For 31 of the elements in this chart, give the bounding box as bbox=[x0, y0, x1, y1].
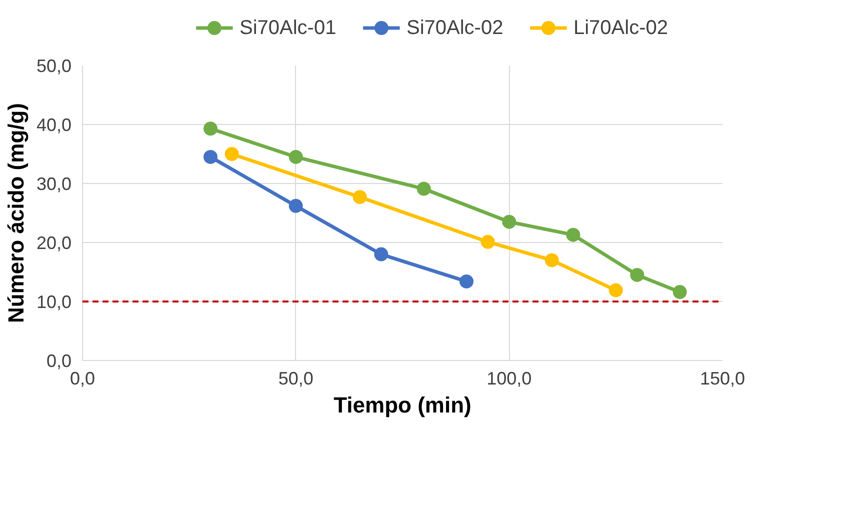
y-tick-label: 30,0 bbox=[36, 174, 72, 194]
point bbox=[544, 253, 559, 268]
point bbox=[352, 190, 367, 204]
x-tick-label: 150,0 bbox=[700, 368, 746, 388]
point bbox=[204, 150, 218, 164]
x-tick-label: 50,0 bbox=[278, 368, 314, 388]
point bbox=[416, 182, 431, 196]
point bbox=[630, 268, 644, 282]
y-tick-label: 10,0 bbox=[36, 292, 72, 312]
legend-label: Si70Alc-01 bbox=[239, 17, 336, 39]
point bbox=[608, 283, 623, 298]
y-tick-label: 20,0 bbox=[36, 233, 72, 253]
point bbox=[288, 150, 303, 164]
point bbox=[502, 214, 516, 229]
point bbox=[204, 122, 218, 136]
legend-label: Si70Alc-02 bbox=[406, 17, 504, 39]
y-tick-label: 50,0 bbox=[36, 56, 72, 76]
legend-label: Li70Alc-02 bbox=[573, 17, 668, 39]
y-tick-label: 0,0 bbox=[46, 351, 72, 371]
x-tick-label: 100,0 bbox=[486, 368, 532, 388]
point bbox=[672, 285, 687, 300]
point bbox=[374, 247, 388, 262]
point bbox=[224, 147, 239, 161]
point bbox=[566, 228, 580, 242]
x-tick-label: 0,0 bbox=[70, 368, 96, 388]
y-tick-label: 40,0 bbox=[36, 115, 72, 135]
y-axis-title: Número ácido (mg/g) bbox=[3, 102, 28, 324]
point bbox=[460, 274, 474, 288]
point bbox=[288, 198, 303, 213]
x-axis-title: Tiempo (min) bbox=[334, 392, 472, 418]
point bbox=[480, 234, 495, 249]
